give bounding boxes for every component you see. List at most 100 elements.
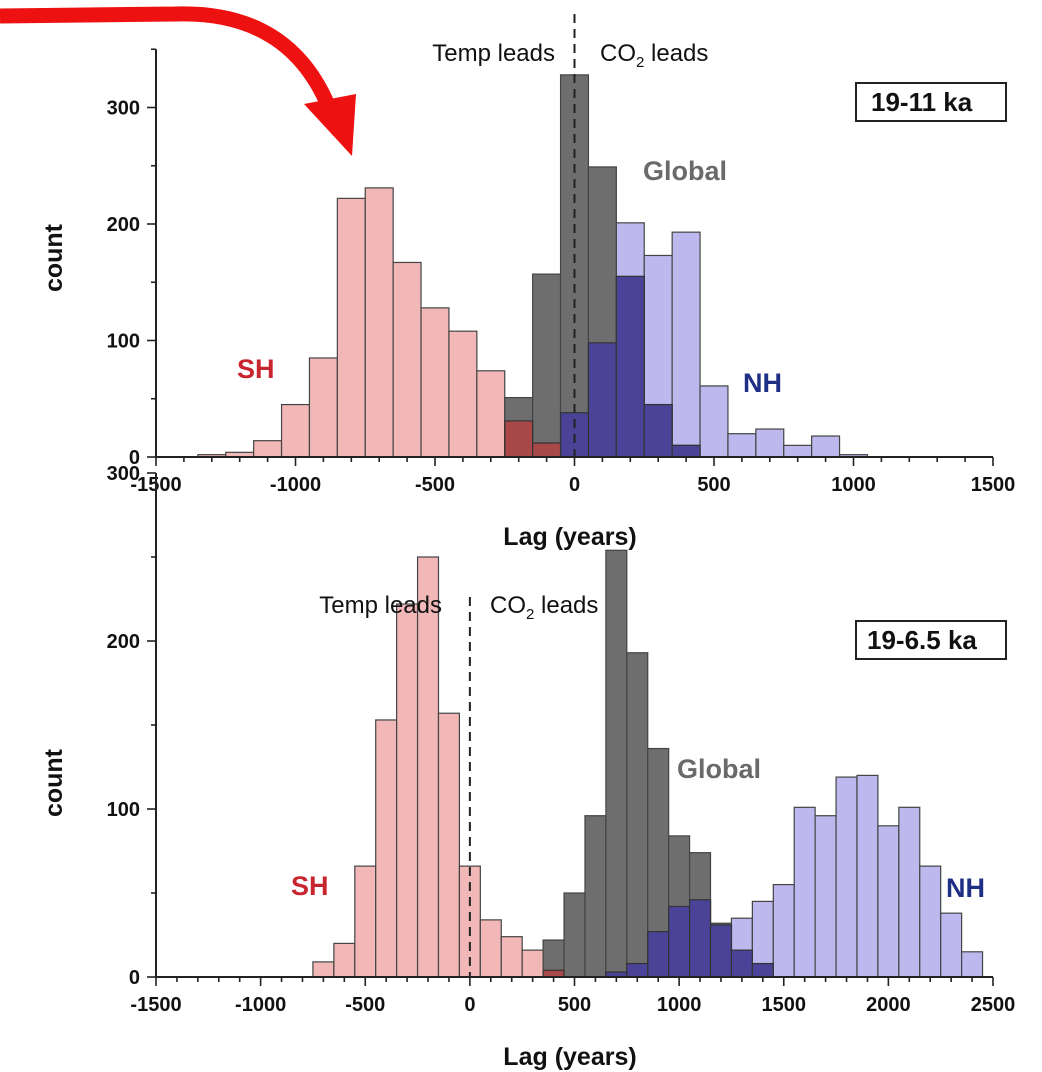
sh-bar [448,330,478,458]
temp-leads-label: Temp leads [432,40,555,67]
histogram-bars [197,74,869,458]
x-axis-title: Lag (years) [503,523,636,551]
nh-global-overlap-bar [668,905,691,978]
y-axis-title: count [40,223,68,292]
x-tick-label: 2000 [866,994,911,1016]
sh-global-overlap-bar [532,442,562,458]
nh-global-overlap-bar [626,962,649,978]
sh-bar [479,919,502,978]
co2-subscript: 2 [636,54,644,71]
y-tick-label: 200 [107,214,140,236]
axes: -1500 -1000 -500 0 500 1000 1500 2000 2500010020… [107,463,1016,1016]
nh-bar [814,815,837,978]
sh-bar [336,197,366,458]
global-bar [559,74,590,458]
nh-bar [940,912,963,978]
nh-global-overlap-bar [643,403,673,458]
nh-bar [856,774,879,978]
temp-leads-label: Temp leads [319,592,442,619]
nh-bar [961,951,984,978]
y-tick-label: 100 [107,331,140,353]
panel-tag-box [855,620,1007,660]
co2-prefix: CO [490,592,526,619]
co2-suffix: leads [644,40,708,67]
nh-global-overlap-bar [671,444,701,458]
sh-bar [364,187,394,458]
nh-bar [835,776,858,978]
red-arrow-tip [304,94,356,156]
x-tick-label: 1500 [762,994,807,1016]
x-tick-label: -1000 [235,994,286,1016]
red-arrow-shaft [0,6,337,113]
y-tick-label: 0 [129,967,140,989]
x-tick-label: -500 [415,474,455,496]
x-tick-label: 0 [464,994,475,1016]
sh-bar [308,357,338,458]
global-label: Global [643,156,727,186]
nh-bar [919,865,942,978]
x-tick-label: -1000 [270,474,321,496]
sh-bar [312,961,335,978]
x-tick-label: -1500 [130,994,181,1016]
global-bar [532,273,562,458]
y-tick-label: 100 [107,799,140,821]
nh-bar [727,433,757,458]
sh-bar [396,603,419,978]
nh-bar [877,825,900,978]
nh-bar [671,231,701,458]
nh-global-overlap-bar [615,275,645,458]
nh-label: NH [946,873,985,903]
sh-global-overlap-bar [504,420,534,458]
nh-bar [793,806,816,978]
sh-bar [375,719,398,978]
co2-prefix: CO [600,40,636,67]
global-bar [626,652,649,978]
y-axis-title: count [40,748,68,817]
nh-global-overlap-bar [730,949,753,978]
sh-global-overlap-bar [542,969,565,978]
x-tick-label: 0 [569,474,580,496]
co2-leads-label: CO2 leads [600,40,708,71]
x-tick-label: 500 [558,994,591,1016]
sh-bar [500,936,523,978]
x-tick-label: 1000 [657,994,702,1016]
nh-bar [783,444,813,458]
x-tick-label: 500 [697,474,730,496]
co2-subscript: 2 [526,606,534,623]
nh-global-overlap-bar [647,931,670,978]
nh-bar [898,806,921,978]
x-tick-label: -500 [345,994,385,1016]
sh-bar [280,403,311,458]
global-bar [605,549,628,978]
red-arrow-icon [0,6,356,156]
x-tick-label: 1500 [971,474,1016,496]
y-tick-label: 300 [107,463,140,485]
global-bar [563,892,586,978]
global-bar [584,815,607,978]
nh-bar [699,385,729,458]
sh-bar [253,440,283,458]
nh-global-overlap-bar [688,899,712,978]
nh-label: NH [743,368,782,398]
nh-global-overlap-bar [709,924,733,978]
y-tick-label: 0 [129,447,140,469]
nh-bar [755,428,785,458]
global-label: Global [677,754,761,784]
sh-bar [416,556,440,978]
sh-bar [333,942,356,978]
sh-label: SH [291,871,329,901]
sh-bar [354,865,377,978]
x-tick-label: 1000 [831,474,876,496]
nh-bar [811,435,841,458]
co2-suffix: leads [534,592,598,619]
y-tick-label: 200 [107,631,140,653]
panel-tag: 19-6.5 ka [867,625,977,655]
y-tick-label: 300 [107,98,140,120]
sh-bar [437,712,461,978]
sh-label: SH [237,354,275,384]
panel-bottom: -1500 -1000 -500 0 500 1000 1500 2000 2500010020… [40,463,1015,1071]
sh-bar [476,370,506,458]
nh-bar [772,883,795,978]
